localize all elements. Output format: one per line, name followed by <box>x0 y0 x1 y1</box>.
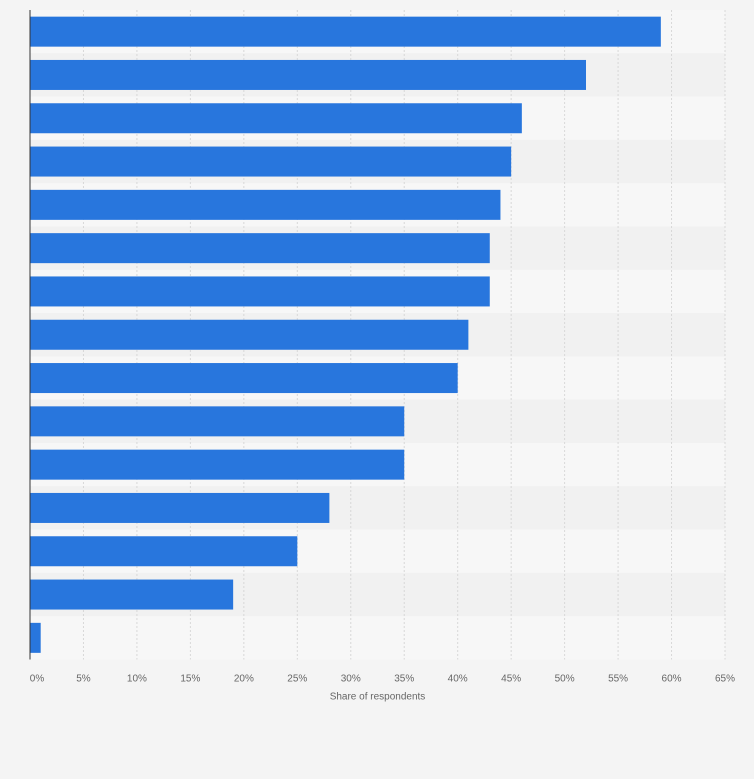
x-tick-label: 10% <box>127 674 147 685</box>
x-tick-label: 55% <box>608 674 628 685</box>
bars <box>30 16 661 653</box>
x-tick-label: 45% <box>501 674 521 685</box>
bar <box>30 579 234 610</box>
bar <box>30 59 586 90</box>
bar <box>30 276 490 307</box>
row-band <box>30 616 725 660</box>
bar <box>30 233 490 264</box>
x-tick-label: 20% <box>234 674 254 685</box>
x-tick-label: 30% <box>341 674 361 685</box>
x-tick-label: 40% <box>448 674 468 685</box>
x-tick-label: 15% <box>180 674 200 685</box>
x-tick-label: 35% <box>394 674 414 685</box>
bar <box>30 189 501 220</box>
bar <box>30 146 512 177</box>
bar <box>30 16 661 47</box>
bar <box>30 449 405 480</box>
x-tick-labels: 0% 5% 10% 15% 20% 25% 30% 35% 40% 45% 50% 55% 60% 65% <box>30 674 735 685</box>
bar <box>30 492 330 523</box>
bar <box>30 536 298 567</box>
bar <box>30 363 458 394</box>
x-tick-label: 65% <box>715 674 735 685</box>
x-tick-label: 5% <box>76 674 91 685</box>
bar <box>30 622 41 653</box>
x-tick-label: 60% <box>662 674 682 685</box>
bar <box>30 319 469 350</box>
x-axis-title: Share of respondents <box>330 692 426 703</box>
bar <box>30 103 522 134</box>
bar <box>30 406 405 437</box>
x-tick-label: 25% <box>287 674 307 685</box>
x-tick-label: 50% <box>555 674 575 685</box>
x-tick-label: 0% <box>30 674 45 685</box>
